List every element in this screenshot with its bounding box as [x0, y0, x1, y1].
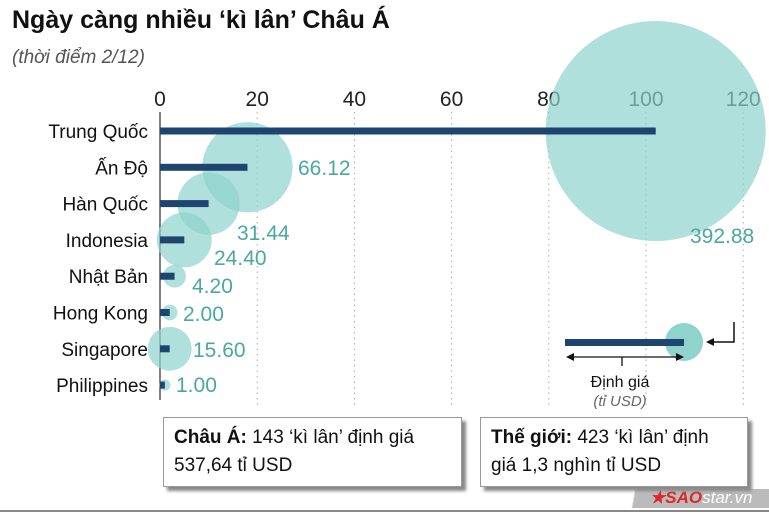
asia-summary-box: Châu Á: 143 ‘kì lân’ định giá 537,64 tỉ … — [163, 417, 462, 487]
category-label: Hàn Quốc — [62, 195, 148, 216]
value-label: 392.88 — [690, 225, 754, 248]
category-label: Hong Kong — [53, 304, 148, 325]
asia-text: 143 ‘kì lân’ định giá 537,64 tỉ USD — [174, 427, 415, 476]
saostar-logo: ★SAOstar.vn — [650, 488, 753, 507]
category-label: Indonesia — [66, 231, 149, 252]
world-summary-box: Thế giới: 423 ‘kì lân’ định giá 1,3 nghì… — [480, 417, 748, 487]
legend-unit: (tỉ USD) — [593, 393, 646, 410]
value-label: 4.20 — [192, 275, 233, 298]
value-label: 15.60 — [193, 339, 246, 362]
legend-arrowhead — [706, 338, 714, 346]
logo-suffix: star.vn — [702, 488, 753, 507]
legend-label: Định giá — [591, 374, 650, 391]
bar — [160, 309, 170, 316]
category-label: Trung Quốc — [48, 122, 148, 143]
category-label: Philippines — [56, 376, 148, 397]
x-tick-label: 20 — [246, 88, 269, 111]
x-tick-label: 40 — [343, 88, 366, 111]
category-label: Singapore — [61, 340, 148, 361]
x-tick-label: 60 — [440, 88, 463, 111]
bar — [160, 236, 185, 244]
bar — [160, 272, 175, 280]
bar — [160, 345, 170, 353]
asia-label: Châu Á: — [174, 427, 247, 448]
category-label: Nhật Bản — [69, 267, 148, 288]
world-text: 423 ‘kì lân’ định giá 1,3 nghìn tỉ USD — [491, 427, 709, 476]
chart-title: Ngày càng nhiều ‘kì lân’ Châu Á — [12, 6, 390, 34]
bar — [160, 381, 165, 389]
bar — [160, 200, 209, 208]
legend-pointer-line — [711, 322, 735, 343]
legend-bar — [565, 339, 684, 346]
value-label: 66.12 — [298, 157, 351, 180]
watermark-background — [600, 489, 769, 508]
category-label: Ấn Độ — [95, 157, 148, 179]
value-label: 2.00 — [183, 303, 224, 326]
bar — [160, 127, 656, 135]
value-label: 31.44 — [237, 222, 290, 245]
value-label: 24.40 — [214, 247, 267, 270]
bar — [160, 163, 248, 171]
chart-subtitle: (thời điểm 2/12) — [12, 47, 145, 68]
logo-brand: SAO — [665, 488, 703, 507]
x-tick-label: 0 — [154, 88, 166, 111]
world-label: Thế giới: — [491, 427, 573, 448]
bottom-divider — [0, 510, 769, 512]
value-label: 1.00 — [176, 374, 217, 397]
